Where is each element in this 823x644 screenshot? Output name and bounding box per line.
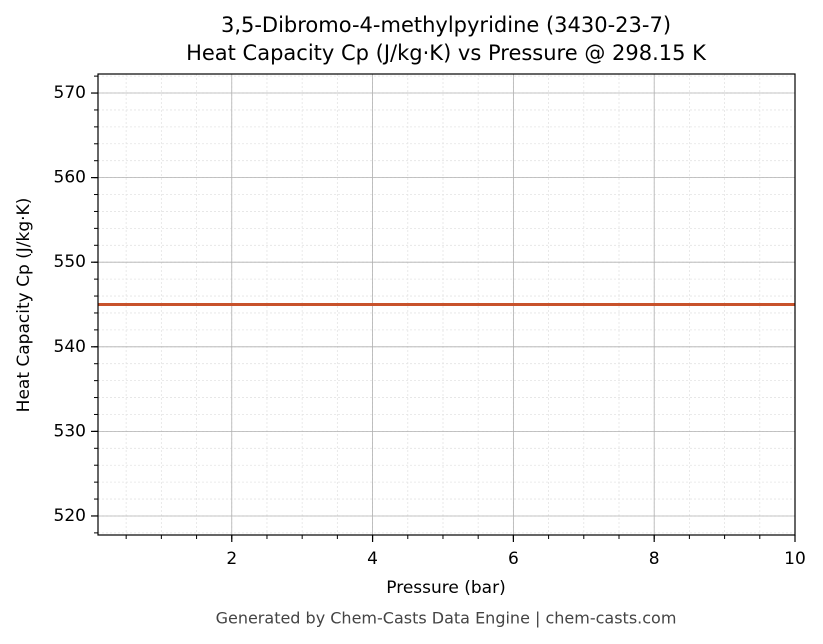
y-tick-label: 520: [54, 506, 86, 526]
y-tick-label: 540: [54, 337, 86, 357]
plot-frame: [97, 73, 796, 536]
x-tick-label: 10: [784, 549, 806, 569]
footer: Generated by Chem-Casts Data Engine | ch…: [216, 609, 677, 628]
chart-title: 3,5-Dibromo-4-methylpyridine (3430-23-7): [221, 13, 671, 37]
x-tick-label: 8: [649, 549, 660, 569]
x-axis-label: Pressure (bar): [386, 578, 505, 598]
x-tick-label: 6: [508, 549, 519, 569]
chart-subtitle: Heat Capacity Cp (J/kg·K) vs Pressure @ …: [186, 41, 707, 65]
y-tick-label: 530: [54, 421, 86, 441]
y-tick-label: 560: [54, 168, 86, 188]
y-tick-label: 570: [54, 83, 86, 103]
x-tick-label: 2: [226, 549, 237, 569]
y-tick-label: 550: [54, 252, 86, 272]
y-axis-label: Heat Capacity Cp (J/kg·K): [14, 198, 34, 413]
x-tick-label: 4: [367, 549, 378, 569]
